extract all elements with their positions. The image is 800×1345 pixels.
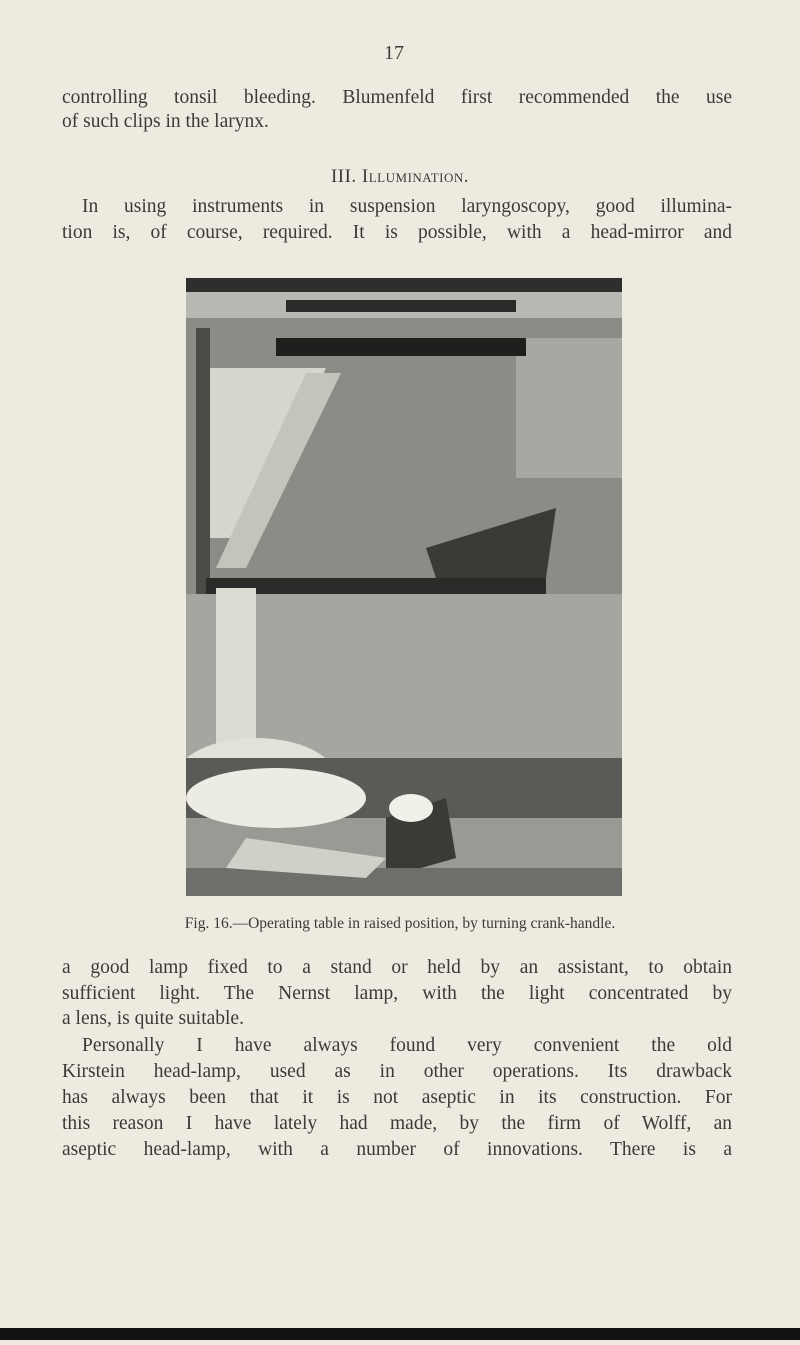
text-line: tion is, of course, required. It is poss… [62,222,732,243]
text-line: of such clips in the larynx. [62,111,269,132]
text-line: In using instruments in suspension laryn… [82,196,732,217]
text-line: controlling tonsil bleeding. Blumenfeld … [62,87,732,108]
scan-edge [0,1328,800,1340]
text-line: a lens, is quite suitable. [62,1008,244,1029]
text-line: has always been that it is not aseptic i… [62,1087,732,1108]
text-line: sufficient light. The Nernst lamp, with … [62,983,732,1004]
section-heading: III. Illumination. [330,166,470,187]
text-line: Personally I have always found very conv… [82,1035,732,1056]
figure-photo [186,278,622,896]
text-line: a good lamp fixed to a stand or held by … [62,957,732,978]
page-number: 17 [384,42,404,64]
text-line: aseptic head-lamp, with a number of inno… [62,1139,732,1160]
figure-caption: Fig. 16.—Operating table in raised posit… [184,915,616,932]
text-line: this reason I have lately had made, by t… [62,1113,732,1134]
text-line: Kirstein head-lamp, used as in other ope… [62,1061,732,1082]
